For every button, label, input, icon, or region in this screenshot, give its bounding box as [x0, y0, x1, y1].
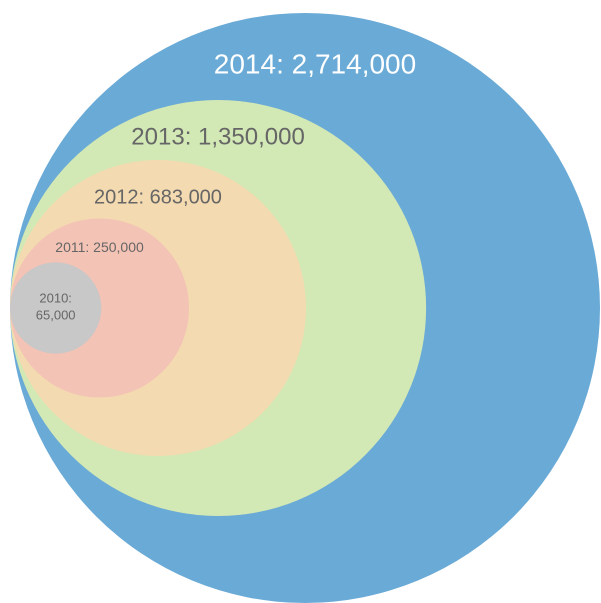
value-label: 2013: 1,350,000: [131, 123, 305, 150]
value-label: 2012: 683,000: [94, 186, 222, 208]
value-label: 2014: 2,714,000: [214, 48, 416, 79]
circle: [10, 262, 102, 354]
value-label: 2010: 65,000: [36, 291, 76, 323]
value-label: 2011: 250,000: [55, 239, 144, 255]
